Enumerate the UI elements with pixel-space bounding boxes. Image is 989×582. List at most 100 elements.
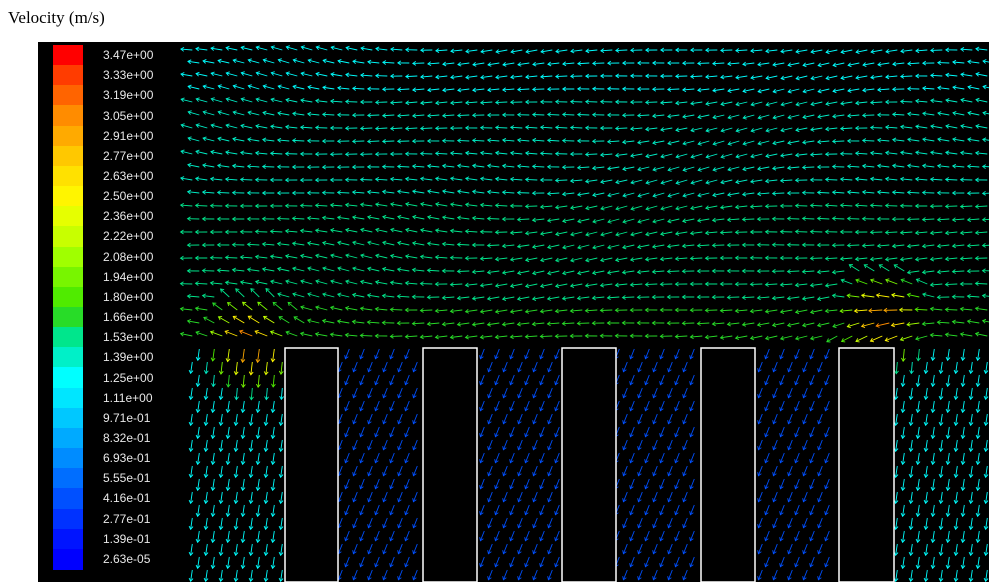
velocity-vector <box>397 439 403 450</box>
velocity-arrowhead <box>682 524 687 529</box>
velocity-arrowhead <box>479 202 485 208</box>
velocity-arrowhead <box>449 150 455 156</box>
velocity-arrowhead <box>509 381 514 386</box>
velocity-arrowhead <box>494 537 499 542</box>
velocity-vector <box>196 124 208 129</box>
velocity-vector <box>622 569 628 580</box>
velocity-vector <box>397 569 403 580</box>
velocity-vector <box>524 478 530 489</box>
velocity-arrowhead <box>636 244 642 250</box>
velocity-arrowhead <box>801 322 807 328</box>
velocity-arrowhead <box>561 86 567 92</box>
velocity-vector <box>487 491 493 502</box>
velocity-arrowhead <box>734 308 739 314</box>
velocity-vector <box>570 283 583 287</box>
velocity-arrowhead <box>923 577 929 582</box>
velocity-vector <box>382 465 388 476</box>
velocity-arrowhead <box>967 59 972 65</box>
velocity-arrowhead <box>667 167 672 172</box>
velocity-arrowhead <box>464 125 469 131</box>
velocity-arrowhead <box>907 137 912 143</box>
velocity-arrowhead <box>750 128 755 133</box>
velocity-arrowhead <box>772 88 777 94</box>
velocity-arrowhead <box>465 48 470 54</box>
velocity-arrowhead <box>248 447 254 453</box>
velocity-arrowhead <box>780 75 785 81</box>
velocity-arrowhead <box>561 164 566 170</box>
velocity-arrowhead <box>757 115 762 120</box>
velocity-arrowhead <box>263 577 269 582</box>
velocity-arrowhead <box>271 383 276 388</box>
velocity-vector <box>205 569 208 582</box>
velocity-arrowhead <box>471 138 477 143</box>
velocity-arrowhead <box>983 525 989 531</box>
velocity-arrowhead <box>576 86 582 92</box>
velocity-vector <box>190 439 193 452</box>
velocity-vector <box>265 439 268 452</box>
velocity-vector <box>705 75 718 78</box>
velocity-vector <box>674 400 680 411</box>
velocity-arrowhead <box>255 434 261 440</box>
velocity-vector <box>570 127 583 129</box>
velocity-arrowhead <box>981 164 987 169</box>
velocity-vector <box>382 543 388 554</box>
velocity-vector <box>817 465 823 476</box>
velocity-arrowhead <box>622 550 627 555</box>
velocity-arrowhead <box>637 368 642 373</box>
velocity-vector <box>502 322 515 326</box>
velocity-arrowhead <box>329 228 335 233</box>
velocity-arrowhead <box>637 60 642 66</box>
velocity-vector <box>307 267 320 272</box>
velocity-vector <box>450 49 463 52</box>
velocity-arrowhead <box>659 333 664 339</box>
velocity-arrowhead <box>765 153 770 159</box>
velocity-vector <box>757 491 763 502</box>
velocity-vector <box>278 59 290 64</box>
velocity-arrowhead <box>576 270 582 276</box>
velocity-arrowhead <box>345 72 350 78</box>
velocity-arrowhead <box>846 293 851 299</box>
velocity-arrowhead <box>884 337 889 342</box>
velocity-arrowhead <box>261 216 266 222</box>
velocity-vector <box>892 244 905 247</box>
velocity-arrowhead <box>644 355 649 360</box>
velocity-vector <box>810 153 823 156</box>
velocity-vector <box>272 452 275 465</box>
velocity-vector <box>539 504 545 515</box>
velocity-vector <box>607 140 620 143</box>
velocity-arrowhead <box>487 368 492 373</box>
velocity-vector <box>262 166 275 168</box>
velocity-arrowhead <box>757 61 762 67</box>
velocity-vector <box>465 152 478 155</box>
velocity-arrowhead <box>330 45 335 51</box>
velocity-vector <box>802 270 815 273</box>
velocity-arrowhead <box>270 45 275 50</box>
velocity-vector <box>227 478 230 491</box>
velocity-vector <box>885 257 898 261</box>
velocity-vector <box>861 322 875 327</box>
velocity-arrowhead <box>547 498 552 503</box>
velocity-arrowhead <box>757 420 762 425</box>
velocity-arrowhead <box>509 334 514 340</box>
velocity-arrowhead <box>269 151 275 156</box>
velocity-vector <box>985 361 988 374</box>
velocity-arrowhead <box>330 253 335 259</box>
velocity-vector <box>917 348 920 361</box>
velocity-arrowhead <box>966 164 972 169</box>
velocity-arrowhead <box>248 499 254 505</box>
velocity-vector <box>922 138 935 142</box>
velocity-vector <box>712 114 725 119</box>
velocity-vector <box>660 127 673 131</box>
velocity-arrowhead <box>681 294 686 300</box>
velocity-arrowhead <box>622 60 627 66</box>
velocity-arrowhead <box>434 151 440 156</box>
velocity-arrowhead <box>390 46 395 52</box>
velocity-vector <box>802 114 815 118</box>
velocity-arrowhead <box>456 295 461 301</box>
velocity-vector <box>352 569 358 580</box>
velocity-arrowhead <box>983 577 989 582</box>
velocity-vector <box>947 452 950 465</box>
velocity-arrowhead <box>374 355 379 360</box>
velocity-vector <box>832 322 845 328</box>
velocity-arrowhead <box>360 227 365 233</box>
